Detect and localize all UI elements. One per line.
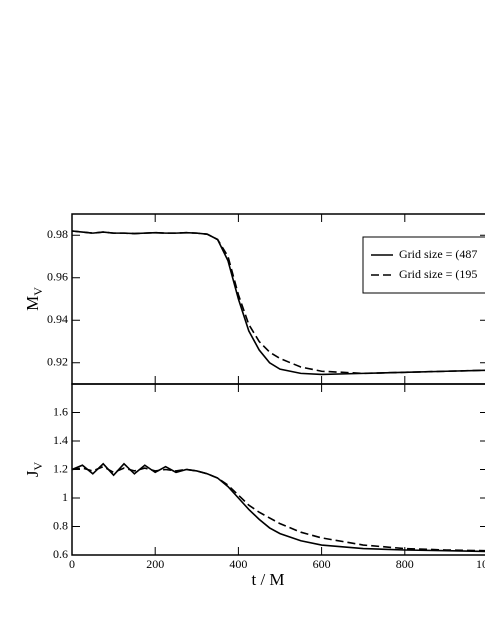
y-tick-label: 1.6 (53, 404, 68, 418)
legend-label: Grid size = (195 (399, 267, 477, 281)
y-tick-label: 0.96 (47, 270, 68, 284)
y-axis-label-main: M (23, 296, 42, 311)
x-tick-label: 600 (313, 557, 331, 571)
series-line (71, 465, 485, 552)
y-tick-label: 0.92 (47, 355, 68, 369)
y-tick-label: 0.98 (47, 227, 68, 241)
y-axis-label-main: J (23, 470, 42, 477)
x-tick-label: 800 (396, 557, 414, 571)
x-tick-label: 1000 (476, 557, 485, 571)
y-tick-label: 0.8 (53, 518, 68, 532)
plot-frame (71, 383, 485, 556)
y-tick-label: 0.6 (53, 547, 68, 561)
y-tick-label: 1.4 (53, 433, 68, 447)
series-line (71, 462, 485, 553)
legend-label: Grid size = (487 (399, 247, 477, 261)
y-axis-label-sub: V (31, 462, 45, 471)
x-tick-label: 200 (146, 557, 164, 571)
series-line (71, 230, 485, 375)
x-tick-label: 400 (229, 557, 247, 571)
y-tick-label: 1 (62, 490, 68, 504)
y-axis-label: JV (23, 462, 45, 478)
y-axis-label: MV (23, 287, 45, 311)
y-axis-label-sub: V (31, 287, 45, 296)
y-tick-label: 0.94 (47, 312, 68, 326)
x-tick-label: 0 (69, 557, 75, 571)
x-axis-label: t / M (251, 570, 284, 589)
y-tick-label: 1.2 (53, 461, 68, 475)
legend-box (362, 236, 485, 294)
